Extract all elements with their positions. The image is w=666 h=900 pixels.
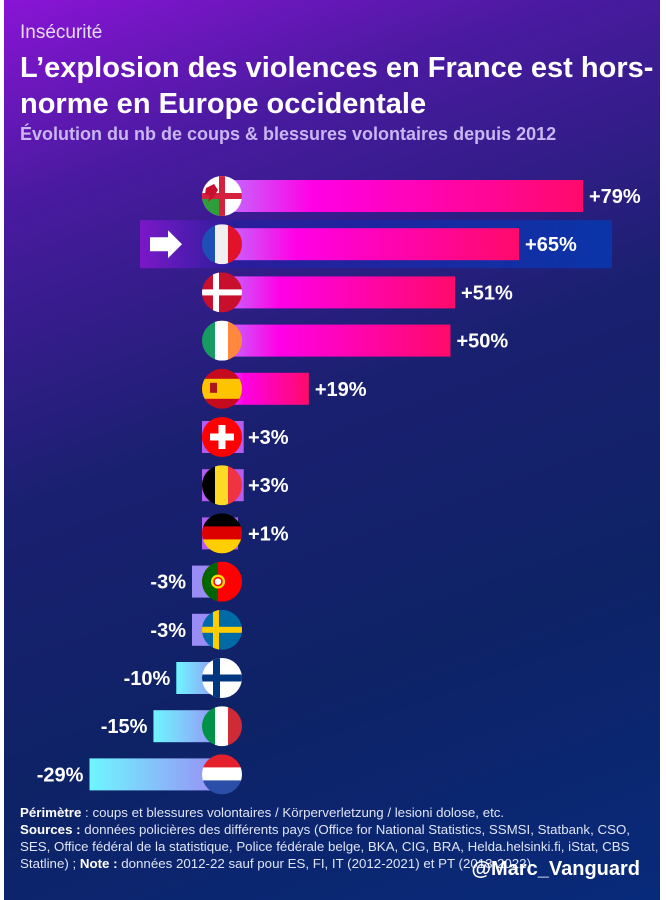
bar-denmark <box>222 276 456 309</box>
bar-ireland <box>222 324 451 357</box>
subtitle: Évolution du nb de coups & blessures vol… <box>20 124 557 144</box>
data-label: +19% <box>315 379 367 401</box>
data-label: -3% <box>150 572 186 594</box>
sources-label: Sources : <box>20 822 81 837</box>
sources-text: données policières des différents pays (… <box>20 822 630 871</box>
data-label: -3% <box>150 620 186 642</box>
sweden-flag-icon <box>202 609 242 650</box>
germany-flag-icon <box>202 513 242 554</box>
arrow-right-icon <box>150 230 182 259</box>
infographic-card: Insécurité L’explosion des violences en … <box>4 0 660 900</box>
spain-flag-icon <box>202 368 242 409</box>
data-label: -29% <box>37 764 84 786</box>
bar-england-wales <box>222 180 583 212</box>
switzerland-flag-icon <box>202 417 242 457</box>
data-label: +3% <box>248 475 289 497</box>
note-label: Note : <box>79 856 118 871</box>
denmark-flag-icon <box>202 272 242 313</box>
data-label: +51% <box>461 282 513 304</box>
france-flag-icon <box>202 224 242 265</box>
bar-chart: +79% +65% +51% +50% +19% +3% +3% +1% -3% -3% -10% -… <box>37 176 641 795</box>
portugal-flag-icon <box>202 561 242 602</box>
author-handle: @Marc_Vanguard <box>471 858 640 880</box>
belgium-flag-icon <box>202 465 242 506</box>
england-wales-flag-icon <box>202 176 242 216</box>
data-label: +50% <box>456 331 508 353</box>
ireland-flag-icon <box>202 320 242 361</box>
finland-flag-icon <box>202 658 242 698</box>
data-label: -10% <box>124 668 171 690</box>
netherlands-flag-icon <box>202 754 242 795</box>
italy-flag-icon <box>202 706 242 747</box>
data-label: -15% <box>101 716 148 738</box>
data-label: +3% <box>248 427 289 449</box>
note-text: données 2012-22 sauf pour ES, FI, IT (20… <box>117 856 531 871</box>
footnotes: Périmètre : coups et blessures volontair… <box>20 804 640 872</box>
data-label: +79% <box>589 186 641 208</box>
page-title: L’explosion des violences en France est … <box>20 52 654 120</box>
bar-netherlands <box>89 758 222 791</box>
perimetre-text: : coups et blessures volontaires / Körpe… <box>81 805 505 820</box>
perimetre-label: Périmètre <box>20 805 82 820</box>
kicker: Insécurité <box>20 22 103 43</box>
bar-france <box>222 228 520 261</box>
data-label: +1% <box>248 523 289 545</box>
data-label: +65% <box>525 234 577 256</box>
